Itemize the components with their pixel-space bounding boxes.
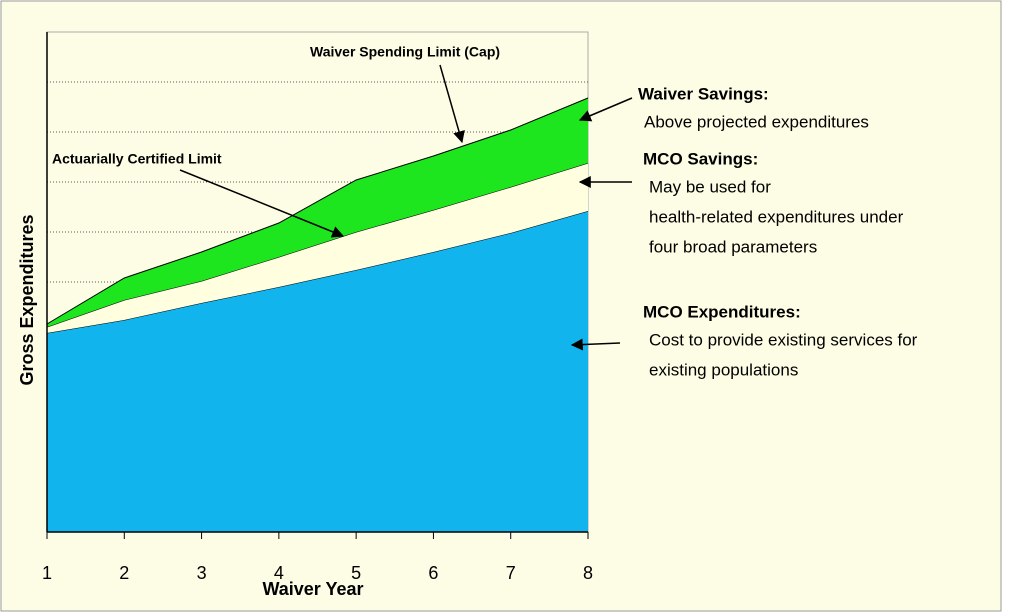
area	[47, 211, 588, 532]
legend-description: Cost to provide existing services for	[649, 330, 918, 349]
plot-area	[46, 31, 589, 533]
x-tick-label: 1	[42, 563, 52, 583]
x-tick-label: 8	[583, 563, 593, 583]
arrow	[179, 169, 345, 238]
x-tick-label: 6	[428, 563, 438, 583]
legend-heading: MCO Expenditures:	[643, 302, 801, 321]
arrow	[439, 64, 465, 144]
y-axis-title: Gross Expenditures	[17, 214, 37, 385]
legend-description: Above projected expenditures	[644, 112, 869, 131]
annotation: Actuarially Certified Limit	[52, 151, 222, 167]
legend-description: health-related expenditures under	[649, 207, 904, 226]
area-edge	[46, 97, 589, 325]
area	[47, 163, 588, 333]
x-tick-label: 7	[506, 563, 516, 583]
legend-heading: Waiver Savings:	[638, 84, 769, 103]
x-tick-label: 5	[351, 563, 361, 583]
area	[47, 98, 588, 327]
legend-description: four broad parameters	[649, 237, 817, 256]
annotation: Waiver Spending Limit (Cap)	[310, 44, 500, 60]
x-tick-label: 2	[119, 563, 129, 583]
arrow	[570, 338, 621, 351]
arrow	[578, 97, 633, 122]
x-axis-title: Waiver Year	[262, 579, 363, 599]
legend-description: May be used for	[649, 177, 771, 196]
legend-heading: MCO Savings:	[643, 149, 758, 168]
legend-description: existing populations	[649, 360, 798, 379]
x-tick-label: 3	[197, 563, 207, 583]
x-tick-label: 4	[274, 563, 284, 583]
